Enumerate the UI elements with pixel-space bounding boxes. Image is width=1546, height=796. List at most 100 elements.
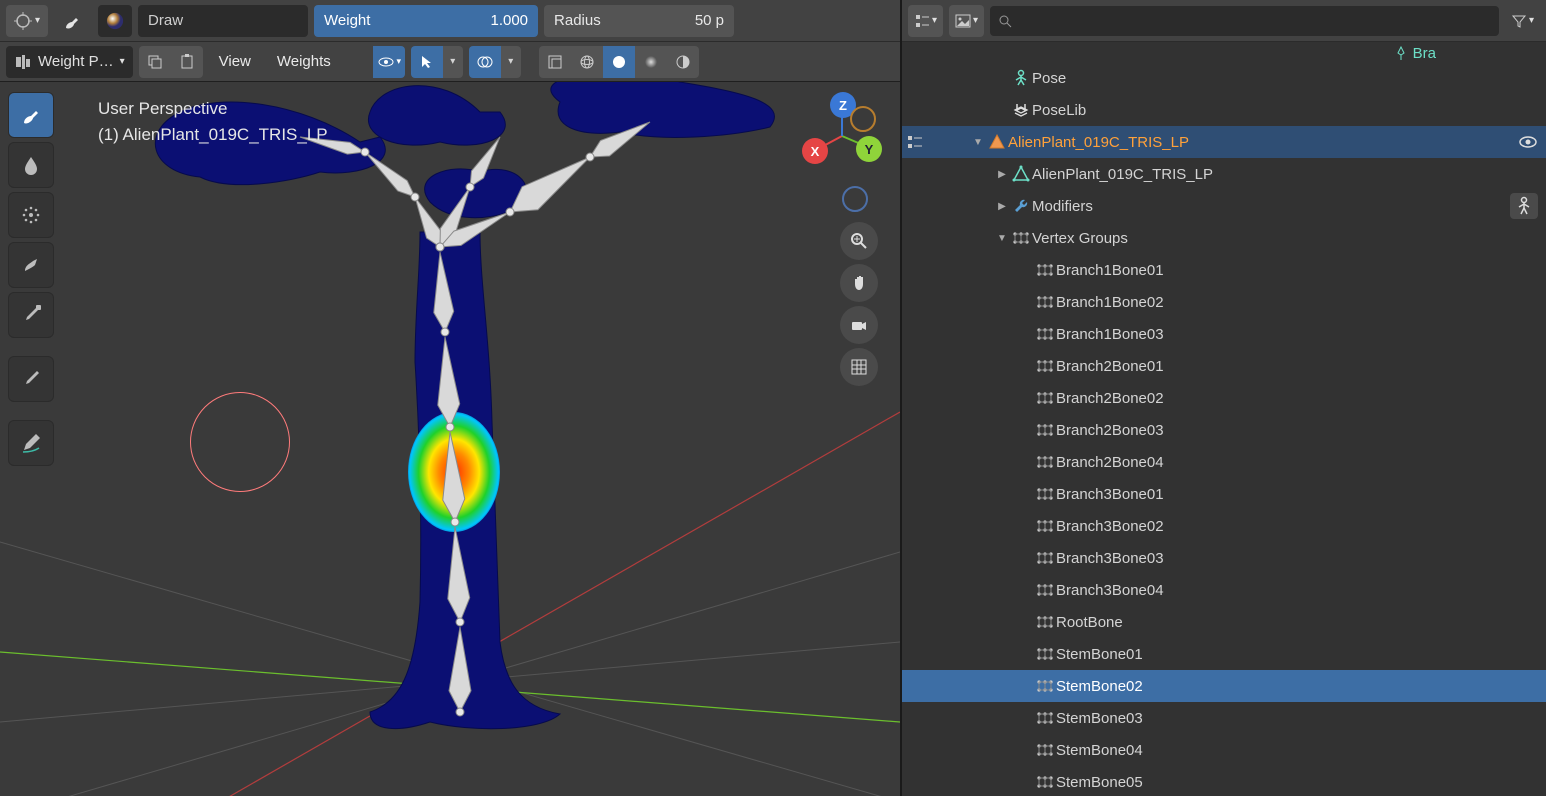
outliner-row[interactable]: Pose	[902, 62, 1546, 94]
mode-dropdown[interactable]: Weight P… ▾	[6, 46, 133, 78]
outliner-search[interactable]	[990, 6, 1499, 36]
camera-button[interactable]	[840, 306, 878, 344]
outliner-panel: ▾ ▾ ▾ Bra PosePo	[900, 0, 1546, 796]
selectability-dropdown[interactable]: ▾	[443, 46, 463, 78]
outliner-row[interactable]: RootBone	[902, 606, 1546, 638]
row-type-icon	[1034, 263, 1056, 277]
outliner-row[interactable]: Branch3Bone04	[902, 574, 1546, 606]
outliner-header: ▾ ▾ ▾	[902, 0, 1546, 42]
radius-field[interactable]: Radius 50 p	[544, 5, 734, 37]
row-label: Branch2Bone01	[1056, 358, 1538, 375]
zoom-button[interactable]	[840, 222, 878, 260]
brush-texture-button[interactable]	[98, 5, 132, 37]
shading-solid[interactable]	[603, 46, 635, 78]
viewport-canvas[interactable]: User Perspective (1) AlienPlant_019C_TRI…	[0, 82, 900, 796]
weight-value: 1.000	[490, 12, 528, 29]
outliner-row[interactable]: Branch3Bone03	[902, 542, 1546, 574]
weight-label: Weight	[324, 12, 482, 29]
viewport-nav-buttons	[840, 222, 878, 386]
filter-dropdown[interactable]: ▾	[1505, 5, 1540, 37]
orientation-gizmo[interactable]: Z X Y	[802, 90, 882, 170]
gizmo-axis-neg[interactable]	[850, 106, 876, 132]
row-type-icon	[1034, 615, 1056, 629]
display-mode-dropdown[interactable]: ▾	[949, 5, 984, 37]
tool-blur[interactable]	[8, 142, 54, 188]
disclosure-triangle[interactable]: ▼	[994, 233, 1010, 244]
outliner-row[interactable]: Branch2Bone01	[902, 350, 1546, 382]
outliner-row[interactable]: StemBone01	[902, 638, 1546, 670]
eyedropper-icon	[19, 303, 43, 327]
disclosure-triangle[interactable]: ▶	[994, 169, 1010, 180]
row-label: StemBone02	[1056, 678, 1538, 695]
tool-sample[interactable]	[8, 356, 54, 402]
disclosure-triangle[interactable]: ▼	[970, 137, 986, 148]
menu-weights[interactable]: Weights	[267, 53, 341, 70]
radius-label: Radius	[554, 12, 687, 29]
modifier-armature-icon[interactable]	[1510, 193, 1538, 219]
outliner-row[interactable]: ▼AlienPlant_019C_TRIS_LP	[902, 126, 1546, 158]
gizmo-axis-x[interactable]: X	[802, 138, 828, 164]
visibility-toggle[interactable]: ▾	[373, 46, 405, 78]
outliner-row[interactable]: Branch1Bone02	[902, 286, 1546, 318]
row-label: Branch3Bone02	[1056, 518, 1538, 535]
outliner-row[interactable]: StemBone04	[902, 734, 1546, 766]
outliner-row[interactable]: PoseLib	[902, 94, 1546, 126]
copy-button[interactable]	[139, 46, 171, 78]
gizmo-neg-z[interactable]	[842, 186, 868, 212]
outliner-row[interactable]: StemBone02	[902, 670, 1546, 702]
outliner-row[interactable]: Branch3Bone02	[902, 510, 1546, 542]
outliner-type-dropdown[interactable]: ▾	[908, 5, 943, 37]
pan-button[interactable]	[840, 264, 878, 302]
overlay-dropdown[interactable]: ▾	[501, 46, 521, 78]
perspective-button[interactable]	[840, 348, 878, 386]
outliner-row[interactable]: Branch1Bone03	[902, 318, 1546, 350]
editor-type-dropdown[interactable]: ▾	[6, 5, 48, 37]
outliner-row[interactable]: ▶Modifiers	[902, 190, 1546, 222]
visibility-eye-icon[interactable]	[1518, 132, 1538, 152]
shading-wireframe[interactable]	[571, 46, 603, 78]
disclosure-triangle[interactable]: ▶	[994, 201, 1010, 212]
row-label: PoseLib	[1032, 102, 1538, 119]
overlay-toggle[interactable]	[469, 46, 501, 78]
menu-view[interactable]: View	[209, 53, 261, 70]
tool-name-field[interactable]: Draw	[138, 5, 308, 37]
paste-button[interactable]	[171, 46, 203, 78]
radius-value: 50 p	[695, 12, 724, 29]
gizmo-axis-y[interactable]: Y	[856, 136, 882, 162]
outliner-row[interactable]: StemBone05	[902, 766, 1546, 796]
row-label: Branch3Bone04	[1056, 582, 1538, 599]
shading-material[interactable]	[635, 46, 667, 78]
rendered-sphere-icon	[675, 54, 691, 70]
selectability-toggle[interactable]	[411, 46, 443, 78]
row-type-icon	[1034, 391, 1056, 405]
weight-field[interactable]: Weight 1.000	[314, 5, 538, 37]
tool-average[interactable]	[8, 192, 54, 238]
outliner-row[interactable]: ▶AlienPlant_019C_TRIS_LP	[902, 158, 1546, 190]
paste-icon	[179, 54, 195, 70]
tool-gradient[interactable]	[8, 292, 54, 338]
outliner-row[interactable]: StemBone03	[902, 702, 1546, 734]
outliner-row[interactable]: Branch3Bone01	[902, 478, 1546, 510]
overlay-group: ▾	[469, 46, 521, 78]
row-type-icon	[1010, 69, 1032, 87]
outliner-row[interactable]: ▼Vertex Groups	[902, 222, 1546, 254]
row-type-icon	[1034, 775, 1056, 789]
tool-annotate[interactable]	[8, 420, 54, 466]
outliner-row[interactable]: Branch2Bone03	[902, 414, 1546, 446]
tool-smear[interactable]	[8, 242, 54, 288]
brush-icon	[62, 10, 84, 32]
tool-draw[interactable]	[8, 92, 54, 138]
brush-icon-button[interactable]	[54, 5, 92, 37]
outliner-tree[interactable]: Bra PosePoseLib▼AlienPlant_019C_TRIS_LP▶…	[902, 42, 1546, 796]
sphere-gradient-icon	[106, 11, 124, 31]
row-type-icon	[1010, 165, 1032, 183]
outliner-row[interactable]: Branch2Bone04	[902, 446, 1546, 478]
solid-sphere-icon	[611, 54, 627, 70]
outliner-row[interactable]: Branch2Bone02	[902, 382, 1546, 414]
copy-icon	[147, 54, 163, 70]
viewport-header: ▾ Draw Weight 1.000 Radius 50 p	[0, 0, 900, 42]
outliner-row[interactable]: Branch1Bone01	[902, 254, 1546, 286]
xray-toggle[interactable]	[539, 46, 571, 78]
arrow-cursor-icon	[419, 54, 435, 70]
shading-rendered[interactable]	[667, 46, 699, 78]
